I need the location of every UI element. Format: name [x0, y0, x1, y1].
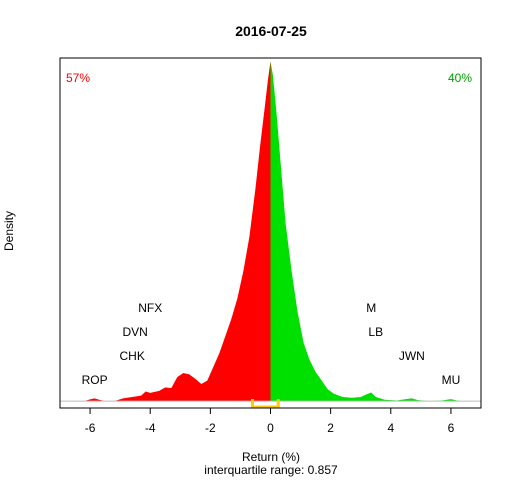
x-tick-label: 4	[387, 421, 394, 435]
ticker-label: MU	[442, 373, 461, 387]
ticker-label: ROP	[82, 373, 108, 387]
chart-title: 2016-07-25	[235, 23, 307, 39]
iqr-bracket-mark	[250, 399, 280, 409]
ticker-label: M	[366, 301, 376, 315]
x-tick-label: -6	[85, 421, 96, 435]
ticker-label: DVN	[123, 325, 148, 339]
iqr-bracket	[250, 399, 280, 409]
x-tick-label: -4	[145, 421, 156, 435]
ticker-annotations: ROP CHK DVN NFX M LB JWN MU	[82, 301, 461, 387]
ticker-label: NFX	[138, 301, 162, 315]
ticker-label: CHK	[119, 349, 144, 363]
x-axis-label: Return (%)	[242, 450, 300, 464]
x-tick-label: 6	[448, 421, 455, 435]
negative-density-area	[84, 61, 271, 402]
x-tick-label: 0	[267, 421, 274, 435]
x-axis: -6 -4 -2 0 2 4 6	[85, 407, 455, 435]
positive-density-area	[270, 61, 463, 402]
y-axis-label: Density	[2, 211, 16, 251]
ticker-label: JWN	[399, 349, 425, 363]
x-tick-label: 2	[327, 421, 334, 435]
plot-area	[84, 61, 463, 402]
iqr-subtitle: interquartile range: 0.857	[204, 463, 338, 477]
x-tick-label: -2	[205, 421, 216, 435]
negative-percent-label: 57%	[66, 71, 90, 85]
positive-percent-label: 40%	[448, 71, 472, 85]
ticker-label: LB	[368, 325, 383, 339]
